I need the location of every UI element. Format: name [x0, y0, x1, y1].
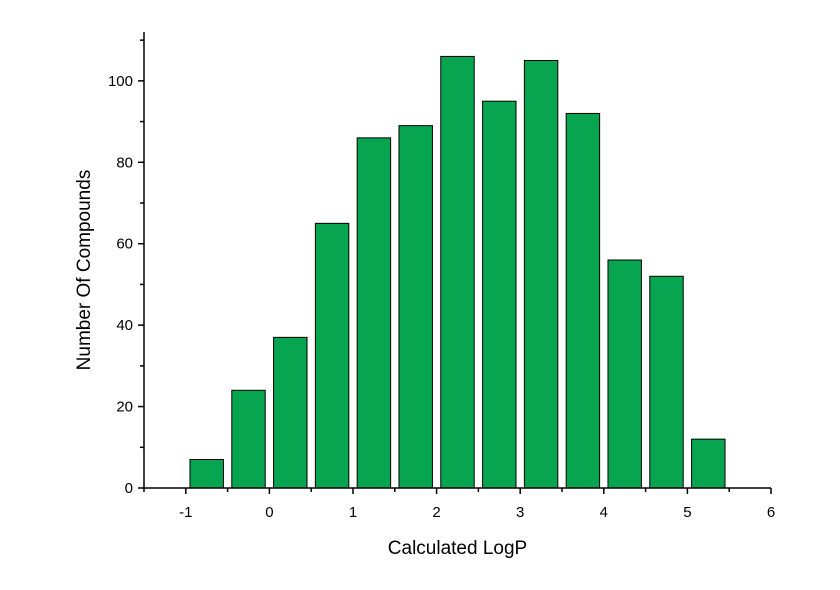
y-axis-title: Number Of Compounds: [74, 170, 95, 371]
y-tick-label: 60: [116, 236, 133, 253]
bar-3: [314, 222, 350, 489]
bar-7: [482, 100, 517, 489]
bar-10: [607, 259, 642, 489]
x-tick-label: 4: [600, 504, 608, 521]
bar-2: [273, 336, 308, 489]
bar-0: [189, 459, 224, 489]
x-axis-ticks: -1 0 1 2 3 4 5 6: [143, 488, 775, 521]
x-tick-label: 5: [683, 504, 691, 521]
bar-11: [649, 275, 684, 489]
bar-1: [231, 389, 266, 489]
y-tick-label: 0: [125, 480, 133, 497]
x-tick-label: 0: [265, 504, 273, 521]
y-tick-label: 40: [116, 317, 133, 334]
y-axis-ticks: 0 20 40 60 80 100: [108, 39, 144, 497]
x-tick-label: -1: [179, 504, 192, 521]
bars-group: [189, 55, 726, 489]
bar-5: [398, 125, 433, 489]
x-axis-title: Calculated LogP: [388, 538, 527, 559]
y-tick-label: 80: [116, 154, 133, 171]
y-tick-label: 100: [108, 73, 133, 90]
x-tick-label: 3: [516, 504, 524, 521]
x-tick-label: 1: [349, 504, 357, 521]
bar-9: [565, 112, 601, 489]
x-tick-label: 2: [432, 504, 440, 521]
bar-4: [356, 137, 392, 489]
x-tick-label: 6: [767, 504, 775, 521]
bar-6: [440, 55, 475, 489]
y-tick-label: 20: [116, 399, 133, 416]
bar-12: [691, 438, 726, 489]
bar-8: [523, 60, 559, 489]
